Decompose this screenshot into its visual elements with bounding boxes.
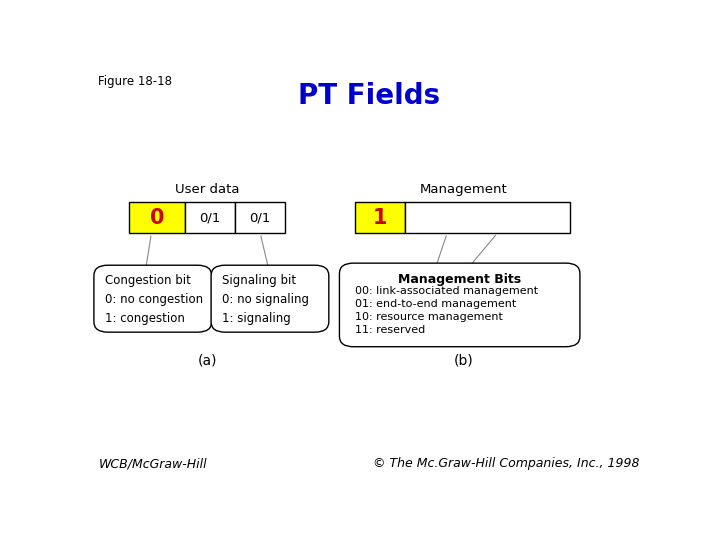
FancyBboxPatch shape	[94, 265, 212, 332]
FancyBboxPatch shape	[355, 202, 405, 233]
Text: © The Mc.Graw-Hill Companies, Inc., 1998: © The Mc.Graw-Hill Companies, Inc., 1998	[373, 457, 639, 470]
Text: 00: link-associated management: 00: link-associated management	[355, 286, 538, 296]
Text: 11: reserved: 11: reserved	[355, 325, 426, 335]
Text: 0: 0	[150, 207, 164, 227]
Text: Management Bits: Management Bits	[398, 273, 521, 286]
FancyBboxPatch shape	[211, 265, 329, 332]
Text: 0/1: 0/1	[250, 211, 271, 224]
Text: Signaling bit
0: no signaling
1: signaling: Signaling bit 0: no signaling 1: signali…	[222, 274, 310, 325]
FancyBboxPatch shape	[405, 202, 570, 233]
Text: 0/1: 0/1	[199, 211, 220, 224]
Text: 01: end-to-end management: 01: end-to-end management	[355, 299, 516, 309]
Text: (a): (a)	[197, 354, 217, 368]
FancyBboxPatch shape	[185, 202, 235, 233]
Text: Congestion bit
0: no congestion
1: congestion: Congestion bit 0: no congestion 1: conge…	[105, 274, 203, 325]
Text: WCB/McGraw-Hill: WCB/McGraw-Hill	[99, 457, 207, 470]
FancyBboxPatch shape	[129, 202, 185, 233]
Text: User data: User data	[175, 183, 240, 196]
Text: Management: Management	[420, 183, 508, 196]
Text: 10: resource management: 10: resource management	[355, 312, 503, 322]
Text: PT Fields: PT Fields	[298, 82, 440, 110]
Text: (b): (b)	[454, 354, 474, 368]
Text: 1: 1	[373, 207, 387, 227]
FancyBboxPatch shape	[235, 202, 285, 233]
Text: Figure 18-18: Figure 18-18	[99, 75, 172, 88]
FancyBboxPatch shape	[339, 263, 580, 347]
